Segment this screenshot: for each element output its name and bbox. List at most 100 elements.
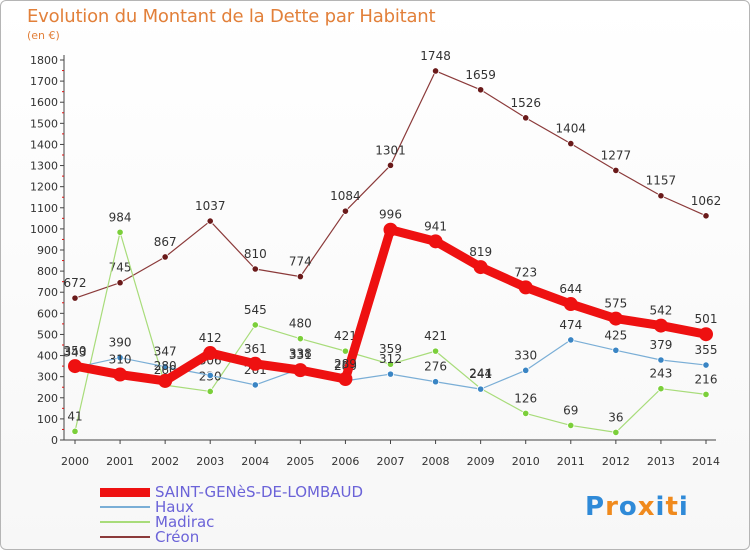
- data-label-saint-gen-s-de-lombaud: 289: [334, 357, 357, 371]
- data-label-saint-gen-s-de-lombaud: 310: [109, 353, 132, 367]
- data-point-haux: [702, 361, 710, 369]
- data-point-madirac: [522, 409, 530, 417]
- data-point-haux: [161, 363, 169, 371]
- x-tick-label: 2002: [151, 455, 179, 468]
- data-point-saint-gen-s-de-lombaud: [203, 346, 218, 361]
- data-label-saint-gen-s-de-lombaud: 412: [199, 331, 222, 345]
- data-point-saint-gen-s-de-lombaud: [699, 327, 713, 342]
- data-label-madirac: 36: [608, 410, 623, 424]
- data-label-cr-on: 810: [244, 247, 267, 261]
- logo-letter: o: [618, 492, 638, 522]
- data-point-cr-on: [431, 67, 440, 75]
- data-point-cr-on: [386, 161, 395, 169]
- data-point-saint-gen-s-de-lombaud: [473, 260, 488, 275]
- data-point-madirac: [612, 428, 620, 436]
- data-label-haux: 347: [154, 345, 177, 359]
- y-tick-label: 1100: [30, 202, 58, 215]
- data-label-madirac: 69: [563, 403, 578, 417]
- data-label-madirac: 243: [649, 367, 672, 381]
- data-point-saint-gen-s-de-lombaud: [293, 363, 308, 378]
- data-point-haux: [522, 366, 530, 374]
- data-point-cr-on: [71, 294, 79, 302]
- x-tick-label: 2006: [331, 455, 359, 468]
- data-point-haux: [251, 381, 259, 389]
- data-label-saint-gen-s-de-lombaud: 350: [64, 344, 87, 358]
- y-tick-label: 800: [37, 265, 58, 278]
- data-point-haux: [477, 385, 485, 393]
- logo-letter: r: [605, 492, 619, 522]
- data-label-cr-on: 1301: [375, 143, 406, 157]
- x-tick-label: 2003: [196, 455, 224, 468]
- logo-letter: i: [655, 492, 666, 522]
- proxiti-logo: Proxiti: [585, 492, 689, 522]
- data-point-cr-on: [206, 217, 214, 225]
- data-point-cr-on: [702, 212, 710, 220]
- data-label-cr-on: 774: [289, 255, 312, 269]
- x-tick-label: 2007: [377, 455, 405, 468]
- data-point-madirac: [296, 335, 304, 343]
- data-point-saint-gen-s-de-lombaud: [158, 373, 173, 388]
- y-tick-label: 1500: [30, 117, 58, 130]
- data-label-haux: 379: [649, 338, 672, 352]
- data-point-cr-on: [567, 140, 575, 148]
- logo-letter: P: [585, 492, 606, 522]
- data-label-saint-gen-s-de-lombaud: 575: [604, 297, 627, 311]
- legend-label-saint-genes: SAINT-GENèS-DE-LOMBAUD: [155, 483, 364, 501]
- data-label-saint-gen-s-de-lombaud: 644: [559, 282, 582, 296]
- data-point-madirac: [116, 228, 124, 236]
- series-line-cr-on: [74, 70, 707, 299]
- data-label-madirac: 421: [424, 329, 447, 343]
- data-label-saint-gen-s-de-lombaud: 331: [289, 348, 312, 362]
- data-point-saint-gen-s-de-lombaud: [563, 297, 578, 312]
- data-label-saint-gen-s-de-lombaud: 941: [424, 219, 447, 233]
- logo-letter: x: [637, 492, 656, 522]
- data-point-saint-gen-s-de-lombaud: [428, 234, 443, 249]
- data-point-haux: [206, 371, 214, 379]
- data-label-cr-on: 1526: [510, 96, 541, 110]
- x-tick-label: 2012: [602, 455, 630, 468]
- legend-swatch-creon: [100, 536, 150, 538]
- data-point-madirac: [386, 360, 395, 368]
- data-point-cr-on: [116, 279, 124, 287]
- data-point-saint-gen-s-de-lombaud: [338, 371, 353, 386]
- y-tick-label: 700: [37, 286, 58, 299]
- legend-swatch-saint-genes: [100, 488, 150, 497]
- y-tick-label: 100: [37, 413, 58, 426]
- data-label-madirac: 480: [289, 317, 312, 331]
- data-label-madirac: 545: [244, 303, 267, 317]
- x-tick-label: 2013: [647, 455, 675, 468]
- logo-letter: i: [678, 492, 689, 522]
- data-point-haux: [567, 336, 575, 344]
- data-label-saint-gen-s-de-lombaud: 361: [244, 342, 267, 356]
- y-tick-label: 600: [37, 307, 58, 320]
- y-tick-label: 1400: [30, 138, 58, 151]
- x-tick-label: 2011: [557, 455, 585, 468]
- logo-letter: t: [665, 492, 679, 522]
- data-point-cr-on: [251, 265, 259, 273]
- data-point-cr-on: [612, 166, 620, 175]
- data-label-saint-gen-s-de-lombaud: 723: [514, 265, 537, 279]
- data-label-cr-on: 1277: [601, 148, 632, 162]
- legend-swatch-haux: [100, 506, 150, 508]
- data-label-haux: 355: [695, 343, 718, 357]
- data-label-cr-on: 672: [64, 276, 87, 290]
- data-label-cr-on: 1404: [556, 122, 587, 136]
- unit-label: (en €): [27, 29, 60, 42]
- y-tick-label: 900: [37, 244, 58, 257]
- data-point-madirac: [567, 421, 575, 430]
- data-label-cr-on: 867: [154, 235, 177, 249]
- data-label-cr-on: 1062: [691, 194, 722, 208]
- data-point-saint-gen-s-de-lombaud: [383, 222, 398, 237]
- legend-swatch-madirac: [100, 521, 150, 523]
- x-tick-label: 2004: [241, 455, 269, 468]
- y-tick-label: 300: [37, 371, 58, 384]
- data-label-haux: 474: [559, 318, 582, 332]
- data-label-saint-gen-s-de-lombaud: 501: [695, 312, 718, 326]
- y-tick-label: 0: [51, 434, 58, 447]
- data-label-cr-on: 1659: [465, 68, 496, 82]
- data-label-madirac: 126: [514, 391, 537, 405]
- legend-label-madirac: Madirac: [155, 513, 215, 531]
- data-point-haux: [386, 370, 395, 378]
- data-label-madirac: 984: [109, 210, 132, 224]
- x-tick-label: 2014: [692, 455, 720, 468]
